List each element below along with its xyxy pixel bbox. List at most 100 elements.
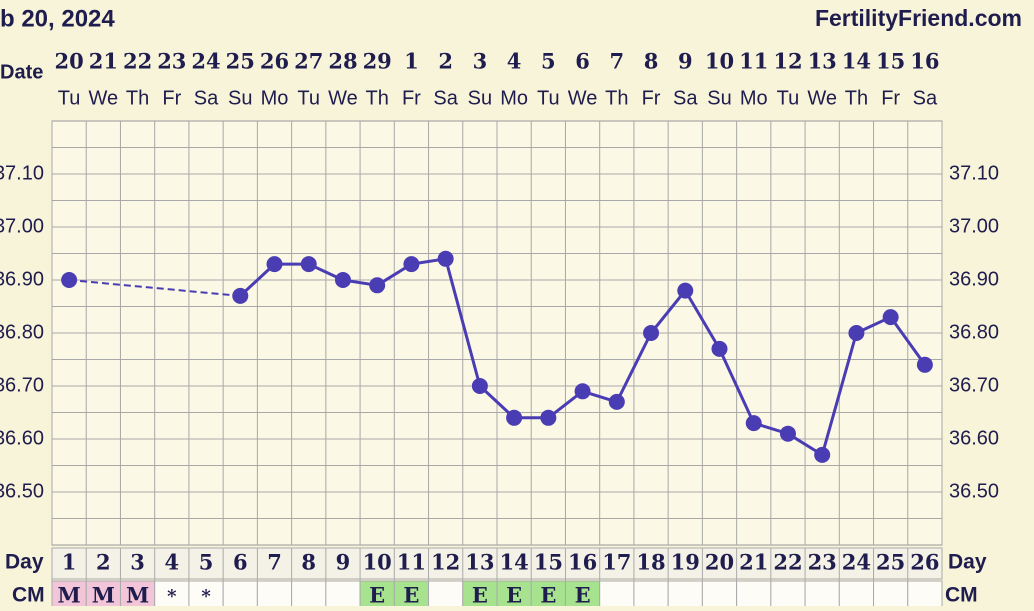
cm-cell bbox=[667, 580, 703, 611]
day-number: 21 bbox=[739, 550, 768, 575]
date-label: 15 bbox=[876, 49, 905, 74]
y-tick-label-left: 37.00 bbox=[0, 215, 44, 237]
day-number: 18 bbox=[636, 550, 665, 575]
day-number: 14 bbox=[499, 550, 528, 575]
date-label: 28 bbox=[328, 49, 357, 74]
date-label: 23 bbox=[157, 49, 186, 74]
date-label: 1 bbox=[404, 49, 419, 74]
weekday-label: Su bbox=[468, 87, 492, 109]
weekday-label: Mo bbox=[500, 87, 528, 109]
weekday-label: Tu bbox=[297, 87, 320, 109]
weekday-label: Th bbox=[126, 87, 149, 109]
temp-point bbox=[334, 272, 351, 288]
y-tick-label-left: 37.10 bbox=[0, 162, 44, 184]
weekday-label: Sa bbox=[433, 87, 458, 109]
temp-point bbox=[471, 378, 488, 394]
day-number: 3 bbox=[130, 550, 145, 575]
day-number: 16 bbox=[568, 550, 597, 575]
cm-cell bbox=[428, 580, 464, 611]
day-number: 9 bbox=[336, 550, 351, 575]
temp-point bbox=[608, 393, 625, 410]
cm-cell bbox=[291, 580, 327, 611]
chart-title: b 20, 2024 bbox=[0, 5, 115, 32]
temp-point bbox=[506, 409, 523, 426]
cm-value: M bbox=[92, 583, 115, 607]
day-number: 7 bbox=[267, 550, 282, 575]
cm-value: E bbox=[540, 583, 556, 607]
cm-label-right: CM bbox=[945, 584, 978, 606]
date-label: 27 bbox=[294, 49, 323, 74]
day-number: 24 bbox=[842, 550, 871, 575]
weekday-label: Tu bbox=[537, 87, 560, 109]
y-tick-label-left: 36.50 bbox=[0, 480, 44, 502]
cm-cell bbox=[804, 580, 840, 611]
date-label: 26 bbox=[260, 49, 289, 74]
date-label: Date bbox=[0, 61, 43, 83]
day-number: 1 bbox=[62, 550, 77, 575]
temp-point bbox=[540, 409, 557, 426]
day-number: 25 bbox=[876, 550, 905, 575]
weekday-label: Su bbox=[228, 87, 252, 109]
day-number: 20 bbox=[705, 550, 734, 575]
temp-point bbox=[300, 256, 317, 273]
date-label: 20 bbox=[54, 49, 83, 74]
day-number: 6 bbox=[233, 550, 248, 575]
y-tick-label-right: 37.10 bbox=[949, 162, 999, 184]
cm-cell bbox=[633, 580, 669, 611]
day-number: 23 bbox=[808, 550, 837, 575]
temp-point bbox=[574, 383, 591, 400]
day-number: 8 bbox=[301, 550, 316, 575]
weekday-label: Sa bbox=[194, 87, 219, 109]
cm-cell bbox=[222, 580, 258, 611]
day-number: 15 bbox=[534, 550, 563, 575]
day-number: 2 bbox=[96, 550, 111, 575]
cm-value: E bbox=[472, 583, 488, 607]
weekday-label: Sa bbox=[913, 87, 938, 109]
cm-label: CM bbox=[12, 584, 45, 606]
y-tick-label-right: 36.80 bbox=[949, 321, 999, 343]
temp-point bbox=[266, 256, 283, 273]
date-label: 3 bbox=[473, 49, 488, 74]
cm-cell bbox=[873, 580, 909, 611]
cm-value: M bbox=[126, 583, 149, 607]
temp-point bbox=[779, 425, 796, 442]
date-label: 10 bbox=[705, 49, 734, 74]
temp-point bbox=[711, 340, 728, 357]
day-number: 5 bbox=[199, 550, 214, 575]
temp-point bbox=[745, 415, 762, 432]
cm-value: E bbox=[575, 583, 591, 607]
cm-cell bbox=[256, 580, 293, 611]
weekday-label: Th bbox=[605, 87, 628, 109]
temp-point bbox=[677, 282, 694, 299]
weekday-label: We bbox=[89, 87, 119, 109]
date-label: 25 bbox=[226, 49, 255, 74]
day-number: 19 bbox=[671, 550, 700, 575]
temp-point bbox=[643, 325, 660, 341]
day-number: 13 bbox=[465, 550, 494, 575]
cm-cell bbox=[599, 580, 635, 611]
temp-point bbox=[403, 256, 420, 273]
cm-value: E bbox=[506, 583, 522, 607]
date-label: 21 bbox=[89, 49, 118, 74]
temp-point bbox=[437, 250, 454, 267]
cm-cell bbox=[838, 580, 875, 611]
cm-value: E bbox=[403, 583, 419, 607]
temp-point bbox=[232, 287, 249, 304]
date-label: 9 bbox=[678, 49, 693, 74]
date-label: 11 bbox=[739, 49, 768, 74]
cm-cell bbox=[701, 580, 738, 611]
date-label: 5 bbox=[541, 49, 556, 74]
day-number: 12 bbox=[431, 550, 460, 575]
cm-cell bbox=[325, 580, 361, 611]
weekday-label: Th bbox=[366, 87, 389, 109]
y-tick-label-right: 36.90 bbox=[949, 268, 999, 290]
weekday-label: Su bbox=[707, 87, 731, 109]
temp-point bbox=[916, 356, 933, 373]
weekday-label: We bbox=[807, 87, 837, 109]
weekday-label: Fr bbox=[642, 87, 661, 109]
day-label-right: Day bbox=[948, 551, 987, 574]
date-label: 4 bbox=[507, 49, 522, 74]
cm-cell bbox=[736, 580, 772, 611]
day-number: 10 bbox=[363, 550, 392, 575]
